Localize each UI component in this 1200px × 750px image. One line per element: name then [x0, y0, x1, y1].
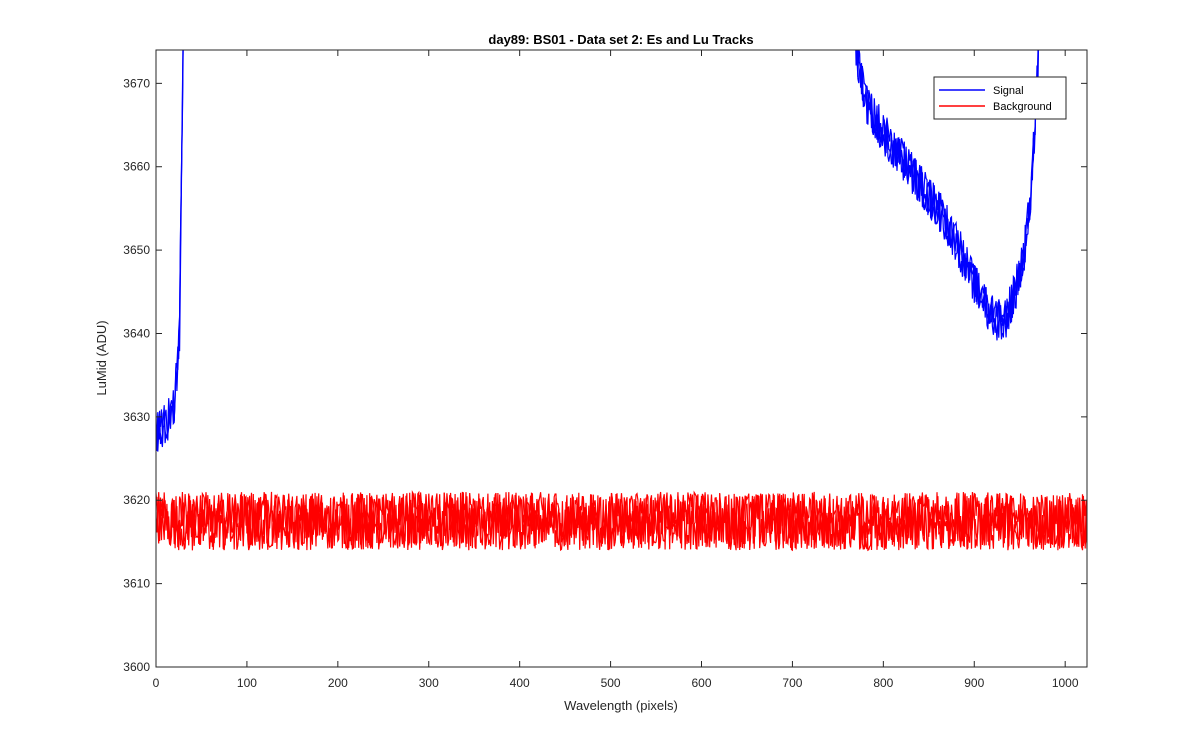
- legend-label-signal: Signal: [993, 85, 1024, 97]
- x-tick-label: 200: [328, 676, 348, 690]
- plot-frame: [155, 49, 1088, 668]
- y-tick-label: 3630: [123, 410, 150, 424]
- legend-label-background: Background: [993, 101, 1052, 113]
- y-tick-label: 3650: [123, 243, 150, 257]
- y-tick-label: 3600: [123, 660, 150, 674]
- series-layer: [156, 50, 1087, 552]
- series-line-background: [156, 490, 1087, 551]
- y-axis-label: LuMid (ADU): [94, 320, 109, 395]
- x-tick-label: 800: [873, 676, 893, 690]
- x-tick-label: 500: [601, 676, 621, 690]
- x-axis-label: Wavelength (pixels): [564, 698, 678, 713]
- legend: Signal Background: [933, 76, 1067, 120]
- legend-box: [933, 76, 1067, 120]
- x-tick-label: 300: [419, 676, 439, 690]
- x-tick-label: 700: [782, 676, 802, 690]
- y-tick-label: 3670: [123, 76, 150, 90]
- y-tick-label: 3660: [123, 160, 150, 174]
- ticks-layer: 0 100 200 300 400 500 600 700 800 900 1000 3600 3610…: [123, 50, 1087, 690]
- x-tick-label: 1000: [1052, 676, 1079, 690]
- x-tick-label: 0: [153, 676, 160, 690]
- y-tick-label: 3620: [123, 493, 150, 507]
- series-line-signal: [156, 50, 1040, 452]
- y-tick-label: 3610: [123, 577, 150, 591]
- y-tick-label: 3640: [123, 326, 150, 340]
- x-tick-label: 100: [237, 676, 257, 690]
- x-tick-label: 600: [691, 676, 711, 690]
- x-tick-label: 900: [964, 676, 984, 690]
- plot-background: [156, 50, 1087, 667]
- series-line-signal: [156, 50, 1039, 452]
- chart-title: day89: BS01 - Data set 2: Es and Lu Trac…: [488, 32, 753, 47]
- x-tick-label: 400: [510, 676, 530, 690]
